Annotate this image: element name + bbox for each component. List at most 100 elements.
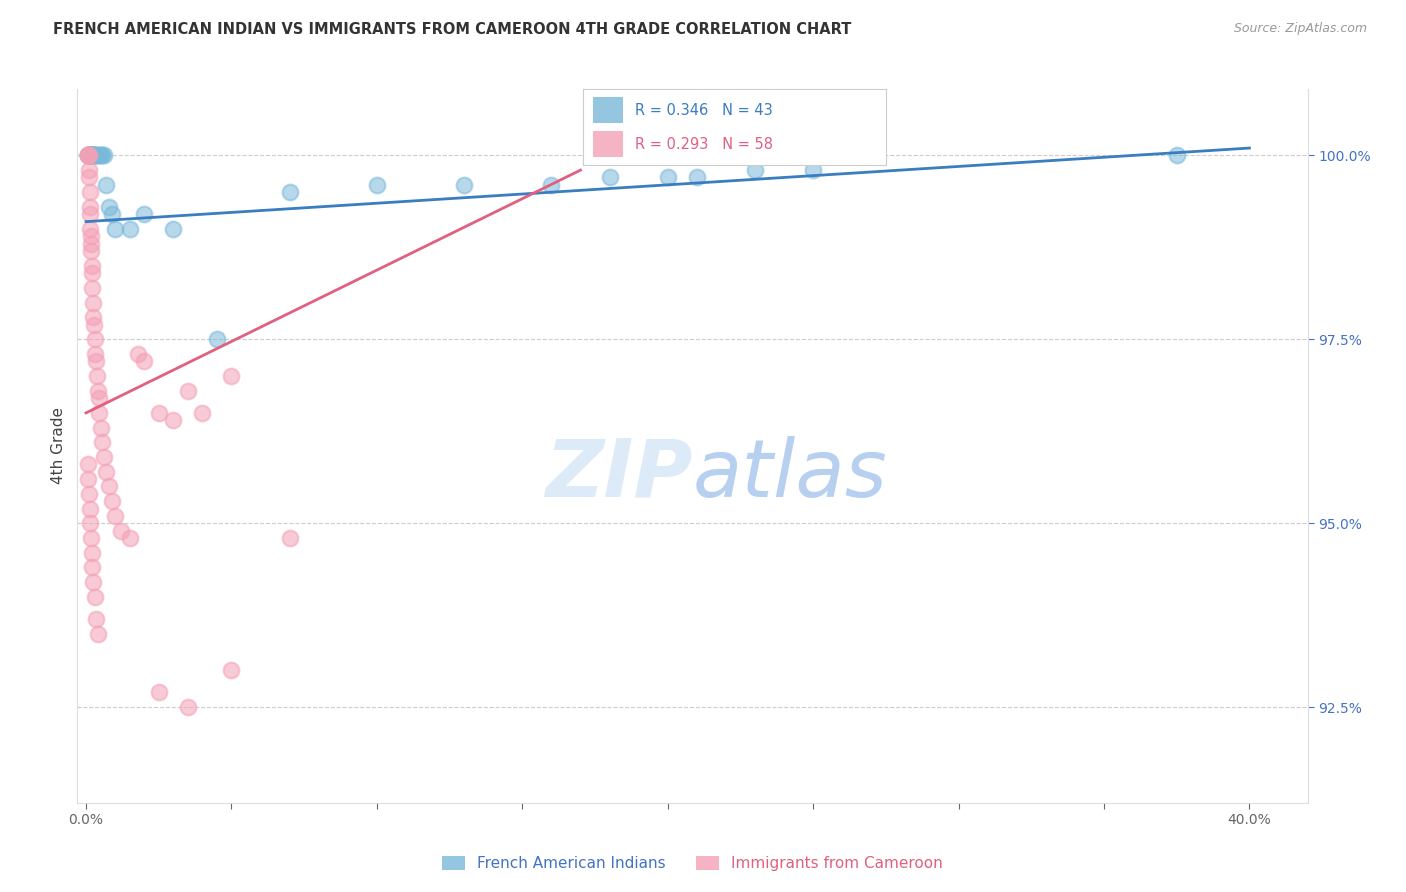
Point [148, 685, 170, 699]
Point [82, 575, 104, 590]
Point [77, 148, 100, 162]
Point [104, 508, 127, 523]
Point [278, 185, 301, 199]
Point [80, 546, 103, 560]
Point [118, 531, 141, 545]
Point [366, 178, 388, 192]
Point [82, 148, 104, 162]
Point [221, 369, 243, 384]
Point [79, 516, 101, 531]
Point [82, 281, 104, 295]
Bar [592, 131, 623, 158]
Point [86, 384, 108, 398]
Text: R = 0.346   N = 43: R = 0.346 N = 43 [636, 103, 773, 118]
Point [91, 148, 114, 162]
Text: atlas: atlas [693, 435, 887, 514]
Y-axis label: 4th Grade: 4th Grade [51, 408, 66, 484]
Point [80, 148, 103, 162]
Point [657, 170, 679, 185]
Point [82, 148, 104, 162]
Point [134, 207, 156, 221]
Point [84, 347, 107, 361]
Point [76, 148, 98, 162]
Point [80, 259, 103, 273]
Point [90, 148, 112, 162]
Point [77, 148, 100, 162]
Text: ZIP: ZIP [546, 435, 693, 514]
Point [278, 531, 301, 545]
Point [98, 200, 121, 214]
Point [110, 524, 132, 538]
Text: R = 0.293   N = 58: R = 0.293 N = 58 [636, 136, 773, 152]
Point [77, 148, 100, 162]
Point [191, 406, 214, 420]
Point [93, 450, 115, 464]
Point [96, 465, 118, 479]
Point [79, 148, 101, 162]
Point [453, 178, 475, 192]
Point [86, 148, 108, 162]
Point [80, 266, 103, 280]
Point [98, 479, 121, 493]
Point [83, 590, 105, 604]
Point [93, 148, 115, 162]
Point [77, 148, 100, 162]
Point [82, 560, 104, 574]
Point [101, 207, 124, 221]
Point [80, 244, 103, 258]
Point [599, 170, 621, 185]
Point [79, 200, 101, 214]
Point [89, 148, 111, 162]
Point [82, 295, 104, 310]
Point [205, 332, 228, 346]
Point [79, 501, 101, 516]
Text: FRENCH AMERICAN INDIAN VS IMMIGRANTS FROM CAMEROON 4TH GRADE CORRELATION CHART: FRENCH AMERICAN INDIAN VS IMMIGRANTS FRO… [53, 22, 852, 37]
Point [79, 148, 101, 162]
Point [540, 178, 562, 192]
Point [801, 163, 824, 178]
Point [76, 148, 98, 162]
Point [162, 413, 184, 427]
Point [77, 170, 100, 185]
Point [86, 626, 108, 640]
Point [79, 207, 101, 221]
Point [134, 354, 156, 368]
Point [80, 148, 103, 162]
Point [77, 148, 100, 162]
Legend: French American Indians, Immigrants from Cameroon: French American Indians, Immigrants from… [436, 850, 949, 877]
Text: Source: ZipAtlas.com: Source: ZipAtlas.com [1233, 22, 1367, 36]
Point [84, 354, 107, 368]
Point [162, 222, 184, 236]
Bar [592, 97, 623, 123]
Point [80, 148, 103, 162]
Point [686, 170, 709, 185]
Point [80, 531, 103, 545]
Point [104, 222, 127, 236]
Point [83, 148, 105, 162]
Point [82, 148, 104, 162]
Point [77, 148, 100, 162]
Point [84, 612, 107, 626]
Point [83, 318, 105, 332]
Point [83, 148, 105, 162]
Point [79, 185, 101, 199]
Point [177, 384, 200, 398]
Point [77, 148, 100, 162]
Point [101, 494, 124, 508]
Point [148, 406, 170, 420]
Point [96, 178, 118, 192]
Point [127, 347, 149, 361]
Point [744, 163, 766, 178]
Point [77, 163, 100, 178]
Point [77, 487, 100, 501]
Point [76, 458, 98, 472]
Point [89, 406, 111, 420]
Point [80, 148, 103, 162]
Point [79, 222, 101, 236]
Point [83, 332, 105, 346]
Point [90, 420, 112, 434]
Point [87, 391, 110, 405]
Point [82, 310, 104, 325]
Point [79, 148, 101, 162]
Point [77, 472, 100, 486]
